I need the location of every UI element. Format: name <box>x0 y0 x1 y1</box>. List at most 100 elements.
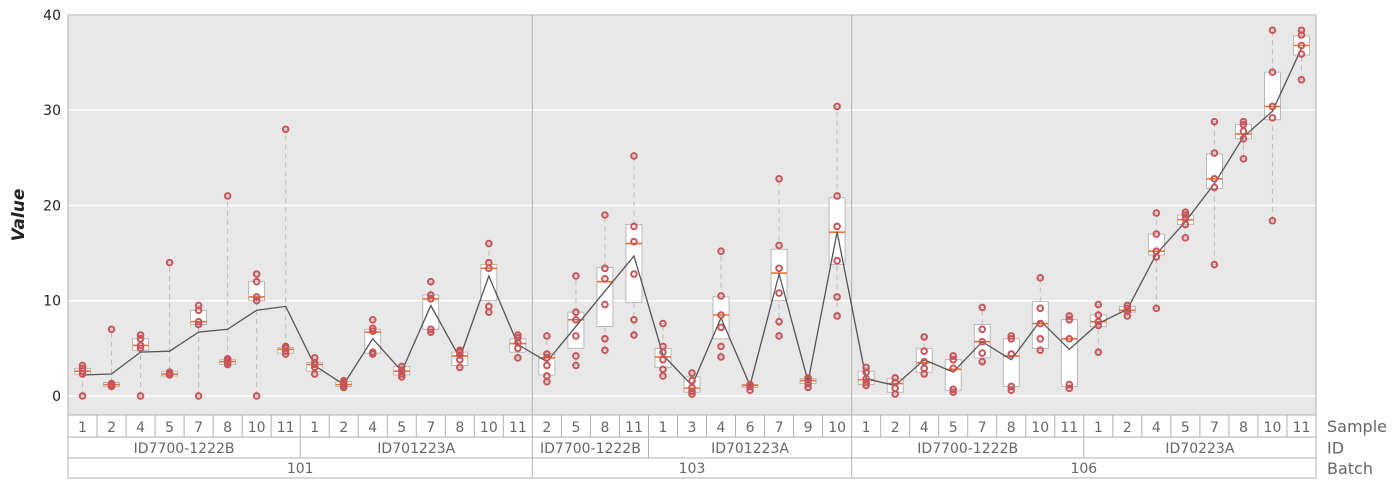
data-point <box>78 361 87 370</box>
level-label: ID <box>1327 439 1344 458</box>
data-point <box>717 342 725 351</box>
sample-label: 7 <box>775 420 784 436</box>
data-point <box>1007 382 1016 391</box>
data-point <box>833 222 841 231</box>
data-point <box>949 385 958 394</box>
sample-label: 10 <box>1264 420 1282 436</box>
data-point <box>1239 117 1248 126</box>
box <box>248 281 266 302</box>
data-point <box>949 352 958 360</box>
data-point <box>1123 304 1132 313</box>
data-point <box>1094 321 1103 330</box>
sample-label: 6 <box>746 420 755 436</box>
data-point <box>310 370 319 378</box>
data-point <box>426 328 435 336</box>
data-point <box>1297 75 1306 84</box>
data-point <box>252 293 261 301</box>
data-point <box>252 270 261 278</box>
sample-label: 3 <box>688 420 697 436</box>
data-point <box>978 357 987 366</box>
sample-label: 4 <box>1152 420 1161 436</box>
id-label: ID701223A <box>377 441 455 457</box>
data-point <box>775 264 783 273</box>
data-point <box>1094 300 1103 309</box>
data-point <box>1152 209 1161 217</box>
data-point <box>397 366 406 375</box>
data-point <box>1065 312 1074 320</box>
data-point <box>833 312 841 320</box>
data-point <box>572 361 580 370</box>
sample-label: 5 <box>397 420 406 436</box>
data-point <box>252 296 261 305</box>
data-point <box>1065 380 1074 389</box>
batch-label: 106 <box>1070 461 1097 477</box>
data-point <box>1036 274 1045 282</box>
data-point <box>1036 319 1045 328</box>
box <box>422 294 440 330</box>
sample-label: 10 <box>248 420 266 436</box>
data-point <box>572 315 580 324</box>
data-point <box>1210 175 1219 183</box>
data-point <box>514 331 522 339</box>
data-point <box>456 346 464 355</box>
data-point <box>833 102 841 111</box>
data-point <box>368 348 377 356</box>
data-point <box>1268 114 1277 122</box>
data-point <box>775 289 783 297</box>
data-point <box>949 364 958 373</box>
data-point <box>630 152 638 160</box>
data-point <box>601 264 609 273</box>
data-point <box>165 258 174 267</box>
data-point <box>949 388 958 396</box>
data-point <box>862 375 870 383</box>
sample-label: 2 <box>542 420 551 436</box>
sample-label: 2 <box>339 420 348 436</box>
data-point <box>194 320 203 329</box>
data-point <box>281 342 290 351</box>
box <box>828 197 846 265</box>
data-point <box>1239 155 1248 163</box>
data-point <box>1239 135 1248 143</box>
data-point <box>630 331 638 339</box>
data-point <box>485 239 493 248</box>
box <box>1264 71 1281 121</box>
data-point <box>833 256 841 265</box>
data-point <box>1094 348 1103 356</box>
data-point <box>978 325 987 334</box>
sample-label: 4 <box>717 420 726 436</box>
data-point <box>368 315 377 324</box>
data-point <box>659 365 667 374</box>
sample-label: 8 <box>1007 420 1016 436</box>
data-point <box>804 383 812 392</box>
data-point <box>1007 386 1016 395</box>
data-point <box>136 331 145 339</box>
box <box>1002 338 1020 387</box>
data-point <box>426 295 435 303</box>
data-point <box>136 392 145 400</box>
data-point <box>339 376 348 385</box>
id-label: ID70223A <box>1165 441 1234 457</box>
data-point <box>136 341 145 350</box>
sample-label: 2 <box>891 420 900 436</box>
data-point <box>514 334 522 342</box>
data-point <box>1036 335 1045 343</box>
y-tick-label: 10 <box>43 294 61 310</box>
data-point <box>1239 127 1248 135</box>
sample-label: 11 <box>625 420 643 436</box>
sample-label: 5 <box>571 420 580 436</box>
data-point <box>1297 26 1306 35</box>
sample-label: 11 <box>277 420 295 436</box>
data-point <box>978 337 987 346</box>
data-point <box>630 237 638 246</box>
hierarchy-table: 1 2 4 5 7 8 10 11 1 2 4 5 7 8 10 11 2 5 8 11 1 3 4 6 7 9 10 1 2 4 5 7 8 1… <box>67 414 1387 479</box>
data-point <box>223 355 232 363</box>
data-point <box>223 192 232 200</box>
data-point <box>717 353 725 361</box>
y-axis-label: Value <box>9 189 29 242</box>
sample-label: 10 <box>1031 420 1049 436</box>
sample-label: 9 <box>804 420 813 436</box>
data-point <box>1065 315 1074 324</box>
id-label: ID7700-1222B <box>540 441 641 457</box>
sample-label: 2 <box>1123 420 1132 436</box>
